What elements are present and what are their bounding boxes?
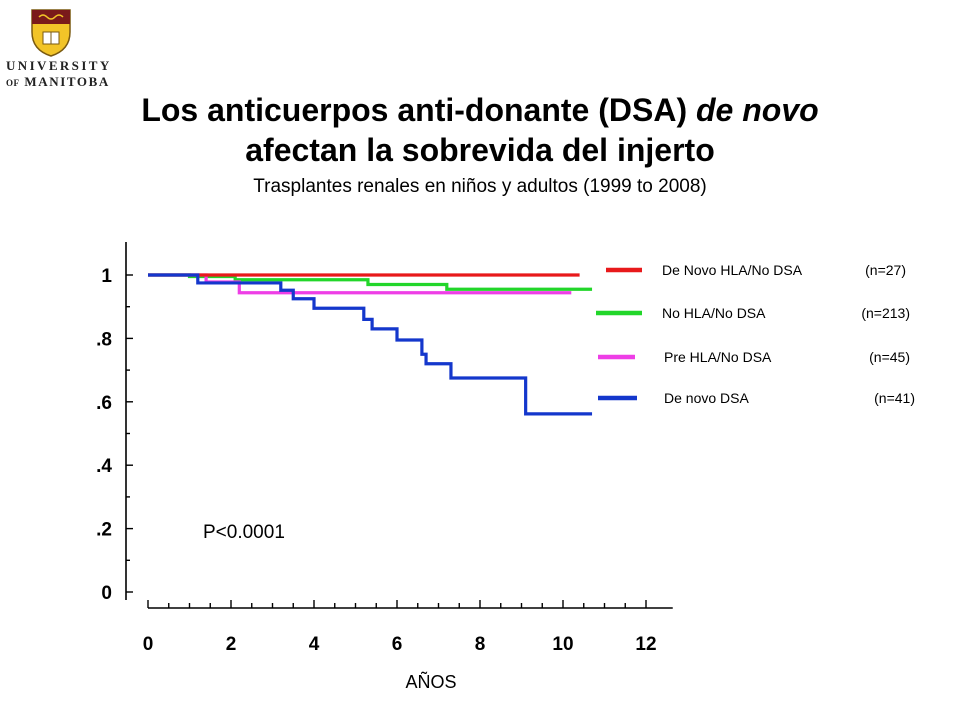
series-line-4 (148, 273, 593, 416)
x-tick-label: 0 (143, 634, 154, 655)
y-tick-label: .4 (96, 456, 112, 477)
chart-axes: 0.2.4.6.810 2 4 6 8 10 12 (96, 242, 673, 655)
legend-label-1: De Novo HLA/No DSA (662, 262, 803, 278)
title-line2: afectan la sobrevida del injerto (245, 132, 715, 168)
logo-manitoba: MANITOBA (24, 74, 110, 89)
y-tick-label: 0 (101, 583, 112, 604)
logo-line-manitoba: OF MANITOBA (6, 74, 126, 90)
y-tick-label: .8 (96, 329, 112, 350)
x-tick-label: 6 (392, 634, 403, 655)
logo-of: OF (6, 78, 20, 88)
legend-count-4: (n=41) (874, 390, 915, 406)
y-tick-label: .2 (96, 520, 112, 541)
chart-legend: De Novo HLA/No DSA (n=27) No HLA/No DSA (n=… (596, 262, 915, 406)
x-tick-label: 12 (635, 634, 656, 655)
legend-label-4: De novo DSA (664, 390, 749, 406)
x-tick-label: 8 (475, 634, 486, 655)
y-tick-label: .6 (96, 393, 112, 414)
chart-series-layer (148, 273, 593, 416)
y-tick-label: 1 (101, 266, 112, 287)
legend-count-2: (n=213) (861, 305, 910, 321)
p-value-annotation: P<0.0001 (203, 522, 285, 543)
x-tick-label: 2 (226, 634, 237, 655)
page-title: Los anticuerpos anti-donante (DSA) de no… (60, 90, 900, 170)
logo-line-university: UNIVERSITY (6, 58, 112, 73)
page-subtitle: Trasplantes renales en niños y adultos (… (253, 176, 707, 197)
crest-icon (31, 9, 71, 57)
title-line1-normal: Los anticuerpos anti-donante (DSA) (141, 92, 696, 128)
x-axis-label: AÑOS (405, 671, 456, 692)
legend-count-3: (n=45) (869, 349, 910, 365)
title-line1-italic: de novo (696, 92, 819, 128)
legend-label-2: No HLA/No DSA (662, 305, 766, 321)
x-tick-label: 10 (552, 634, 573, 655)
survival-chart: 0.2.4.6.810 2 4 6 8 10 12 De Novo HLA/No DSA (n… (96, 242, 915, 692)
university-logo: UNIVERSITY OF MANITOBA (2, 6, 120, 92)
legend-count-1: (n=27) (865, 262, 906, 278)
x-tick-label: 4 (309, 634, 320, 655)
legend-label-3: Pre HLA/No DSA (664, 349, 772, 365)
